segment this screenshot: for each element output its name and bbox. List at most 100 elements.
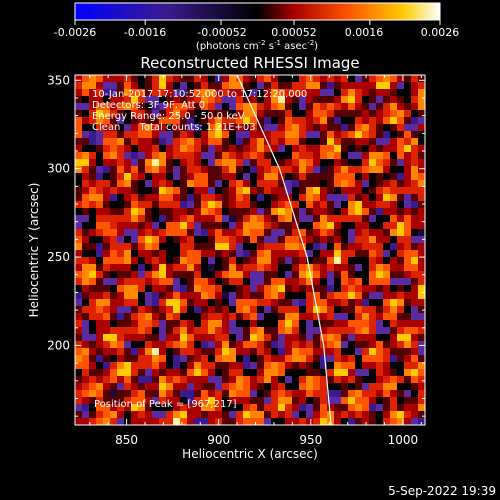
heatmap-cell: [397, 250, 404, 257]
heatmap-cell: [390, 89, 397, 96]
heatmap-cell: [222, 145, 229, 152]
heatmap-cell: [75, 271, 82, 278]
heatmap-cell: [264, 145, 271, 152]
heatmap-cell: [334, 159, 341, 166]
heatmap-cell: [271, 250, 278, 257]
heatmap-cell: [124, 320, 131, 327]
heatmap-cell: [355, 159, 362, 166]
heatmap-cell: [376, 348, 383, 355]
heatmap-cell: [397, 173, 404, 180]
heatmap-cell: [117, 173, 124, 180]
heatmap-cell: [187, 348, 194, 355]
heatmap-cell: [390, 145, 397, 152]
heatmap-cell: [397, 166, 404, 173]
heatmap-cell: [383, 355, 390, 362]
heatmap-cell: [418, 75, 425, 82]
heatmap-cell: [383, 369, 390, 376]
heatmap-cell: [187, 152, 194, 159]
heatmap-cell: [138, 131, 145, 138]
heatmap-cell: [390, 292, 397, 299]
heatmap-cell: [138, 145, 145, 152]
heatmap-cell: [306, 201, 313, 208]
info-detectors: Detectors: 3F 9F, Att 0: [92, 100, 205, 111]
heatmap-cell: [418, 145, 425, 152]
heatmap-cell: [257, 390, 264, 397]
heatmap-cell: [341, 145, 348, 152]
heatmap-cell: [278, 411, 285, 418]
heatmap-cell: [383, 229, 390, 236]
heatmap-cell: [278, 348, 285, 355]
heatmap-cell: [390, 152, 397, 159]
heatmap-cell: [75, 278, 82, 285]
heatmap-cell: [271, 320, 278, 327]
heatmap-cell: [166, 243, 173, 250]
heatmap-cell: [145, 383, 152, 390]
heatmap-cell: [341, 250, 348, 257]
heatmap-cell: [159, 264, 166, 271]
heatmap-cell: [96, 292, 103, 299]
heatmap-cell: [390, 173, 397, 180]
heatmap-cell: [369, 411, 376, 418]
heatmap-cell: [208, 264, 215, 271]
heatmap-cell: [320, 383, 327, 390]
heatmap-cell: [299, 180, 306, 187]
heatmap-cell: [376, 152, 383, 159]
heatmap-cell: [257, 194, 264, 201]
heatmap-cell: [75, 131, 82, 138]
heatmap-cell: [257, 187, 264, 194]
heatmap-cell: [194, 243, 201, 250]
heatmap-cell: [96, 138, 103, 145]
heatmap-cell: [89, 299, 96, 306]
heatmap-cell: [306, 271, 313, 278]
heatmap-cell: [376, 236, 383, 243]
heatmap-cell: [194, 110, 201, 117]
heatmap-cell: [110, 243, 117, 250]
heatmap-cell: [320, 103, 327, 110]
heatmap-cell: [124, 89, 131, 96]
heatmap-cell: [334, 138, 341, 145]
heatmap-cell: [390, 124, 397, 131]
heatmap-cell: [194, 152, 201, 159]
heatmap-cell: [292, 243, 299, 250]
heatmap-cell: [201, 418, 208, 425]
heatmap-cell: [397, 180, 404, 187]
heatmap-cell: [250, 383, 257, 390]
heatmap-cell: [390, 369, 397, 376]
heatmap-cell: [376, 89, 383, 96]
heatmap-cell: [292, 271, 299, 278]
heatmap-cell: [222, 257, 229, 264]
heatmap-cell: [250, 229, 257, 236]
heatmap-cell: [299, 145, 306, 152]
heatmap-cell: [89, 103, 96, 110]
heatmap-cell: [299, 236, 306, 243]
heatmap-cell: [355, 411, 362, 418]
heatmap-cell: [201, 369, 208, 376]
heatmap-cell: [278, 257, 285, 264]
heatmap-cell: [418, 369, 425, 376]
heatmap-cell: [390, 215, 397, 222]
heatmap-cell: [299, 250, 306, 257]
heatmap-cell: [152, 145, 159, 152]
heatmap-cell: [292, 75, 299, 82]
heatmap-cell: [348, 299, 355, 306]
heatmap-cell: [194, 278, 201, 285]
heatmap-cell: [278, 138, 285, 145]
heatmap-cell: [82, 124, 89, 131]
heatmap-cell: [208, 292, 215, 299]
heatmap-cell: [138, 82, 145, 89]
heatmap-cell: [285, 180, 292, 187]
heatmap-cell: [369, 348, 376, 355]
heatmap-cell: [145, 201, 152, 208]
heatmap-cell: [215, 376, 222, 383]
heatmap-cell: [313, 236, 320, 243]
heatmap-cell: [222, 320, 229, 327]
heatmap-cell: [320, 418, 327, 425]
heatmap-cell: [215, 89, 222, 96]
heatmap-cell: [166, 180, 173, 187]
heatmap-cell: [250, 418, 257, 425]
heatmap-cell: [152, 173, 159, 180]
heatmap-cell: [341, 418, 348, 425]
heatmap-cell: [327, 299, 334, 306]
heatmap-cell: [348, 285, 355, 292]
heatmap-cell: [369, 383, 376, 390]
